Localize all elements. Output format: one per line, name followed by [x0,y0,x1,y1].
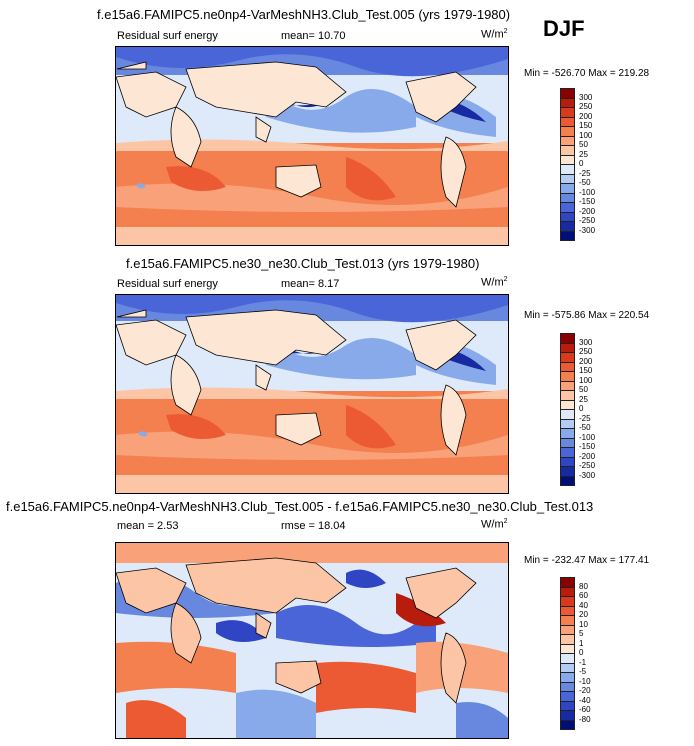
colorbar-label: -100 [579,187,596,197]
panel3-mean: mean = 2.53 [117,520,179,532]
colorbar-label: 0 [579,159,584,168]
panel1-title: f.e15a6.FAMIPC5.ne0np4-VarMeshNH3.Club_T… [97,7,511,22]
colorbar-label: -25 [579,413,591,423]
colorbar-label: -10 [579,676,591,686]
colorbar-label: -60 [579,705,591,714]
colorbar-label: -300 [579,470,596,480]
colorbar-label: -250 [579,461,596,470]
colorbar-label: 20 [579,610,588,619]
panel3-title: f.e15a6.FAMIPC5.ne0np4-VarMeshNH3.Club_T… [6,499,594,514]
colorbar-label: 250 [579,347,593,356]
colorbar-label: 200 [579,356,593,366]
colorbar-label: -50 [579,178,591,187]
panel1-map [115,46,509,246]
colorbar-label: -200 [579,451,596,461]
colorbar-label: 50 [579,140,588,149]
colorbar-label: 5 [579,629,584,638]
colorbar-swatch [560,475,575,486]
colorbar-label: -80 [579,714,591,724]
panel3-coastlines [116,557,477,704]
colorbar-label: -150 [579,197,596,206]
colorbar-label: -1 [579,657,587,667]
colorbar-label: 25 [579,149,588,159]
colorbar-label: 0 [579,648,584,657]
panel3-map-svg [116,543,508,738]
colorbar-label: -5 [579,667,587,676]
colorbar-label: 300 [579,337,593,347]
panel1-units: W/m2 [481,28,508,41]
panel2-mean: mean= 8.17 [281,278,340,290]
panel1-variable: Residual surf energy [117,30,218,42]
colorbar-label: 40 [579,600,588,610]
colorbar-label: 100 [579,375,593,385]
colorbar-label: 0 [579,404,584,413]
panel2-title: f.e15a6.FAMIPC5.ne30_ne30.Club_Test.013 … [126,256,480,271]
panel2-units-text: W/m [481,276,504,289]
panel3-units-text: W/m [481,518,504,531]
panel2-units: W/m2 [481,276,508,289]
colorbar-swatch [560,230,575,241]
colorbar-label: -25 [579,168,591,178]
colorbar-label: 10 [579,619,588,629]
panel3-units-sup: 2 [503,518,508,525]
panel1-minmax: Min = -526.70 Max = 219.28 [524,68,650,79]
colorbar-label: 60 [579,591,588,600]
panel1-units-sup: 2 [503,28,508,35]
colorbar-label: -200 [579,206,596,216]
panel2-colorbar: 300 250 200 150 100 50 25 0 -25 -50 -100 -150 -200 -2… [560,333,620,486]
panel3-units: W/m2 [481,518,508,531]
colorbar-label: -40 [579,695,591,705]
panel2-minmax: Min = -575.86 Max = 220.54 [524,310,650,321]
colorbar-label: -50 [579,423,591,432]
panel1-mean: mean= 10.70 [281,30,346,42]
colorbar-label: 25 [579,394,588,404]
season-label: DJF [543,16,585,41]
colorbar-label: 50 [579,385,588,394]
colorbar-label: -300 [579,225,596,235]
panel1-map-svg [116,47,508,245]
colorbar-label: -100 [579,432,596,442]
colorbar-label: 250 [579,102,593,111]
colorbar-label: 80 [579,581,588,591]
panel2-map [115,294,509,494]
panel2-map-svg [116,295,508,493]
panel2-variable: Residual surf energy [117,278,218,290]
panel1-coastlines [116,61,477,208]
panel3-colorbar: 80 60 40 20 10 5 1 0 -1 -5 -10 -20 -40 -60 -80 [560,577,620,730]
panel3-minmax: Min = -232.47 Max = 177.41 [524,555,650,566]
panel1-colorbar: 300 250 200 150 100 50 25 0 -25 -50 -100 -150 -200 -2… [560,88,620,241]
panel3-rmse: rmse = 18.04 [281,520,346,532]
colorbar-label: 100 [579,130,593,140]
colorbar-label: -20 [579,686,591,695]
colorbar-label: 150 [579,366,593,375]
panel1-units-text: W/m [481,28,504,41]
colorbar-label: 1 [579,638,584,648]
colorbar-swatch [560,719,575,730]
colorbar-label: -150 [579,442,596,451]
colorbar-label: 200 [579,111,593,121]
panel2-units-sup: 2 [503,276,508,283]
colorbar-label: 300 [579,92,593,102]
colorbar-label: -250 [579,216,596,225]
panel3-map [115,542,509,739]
colorbar-label: 150 [579,121,593,130]
panel2-coastlines [116,309,477,456]
